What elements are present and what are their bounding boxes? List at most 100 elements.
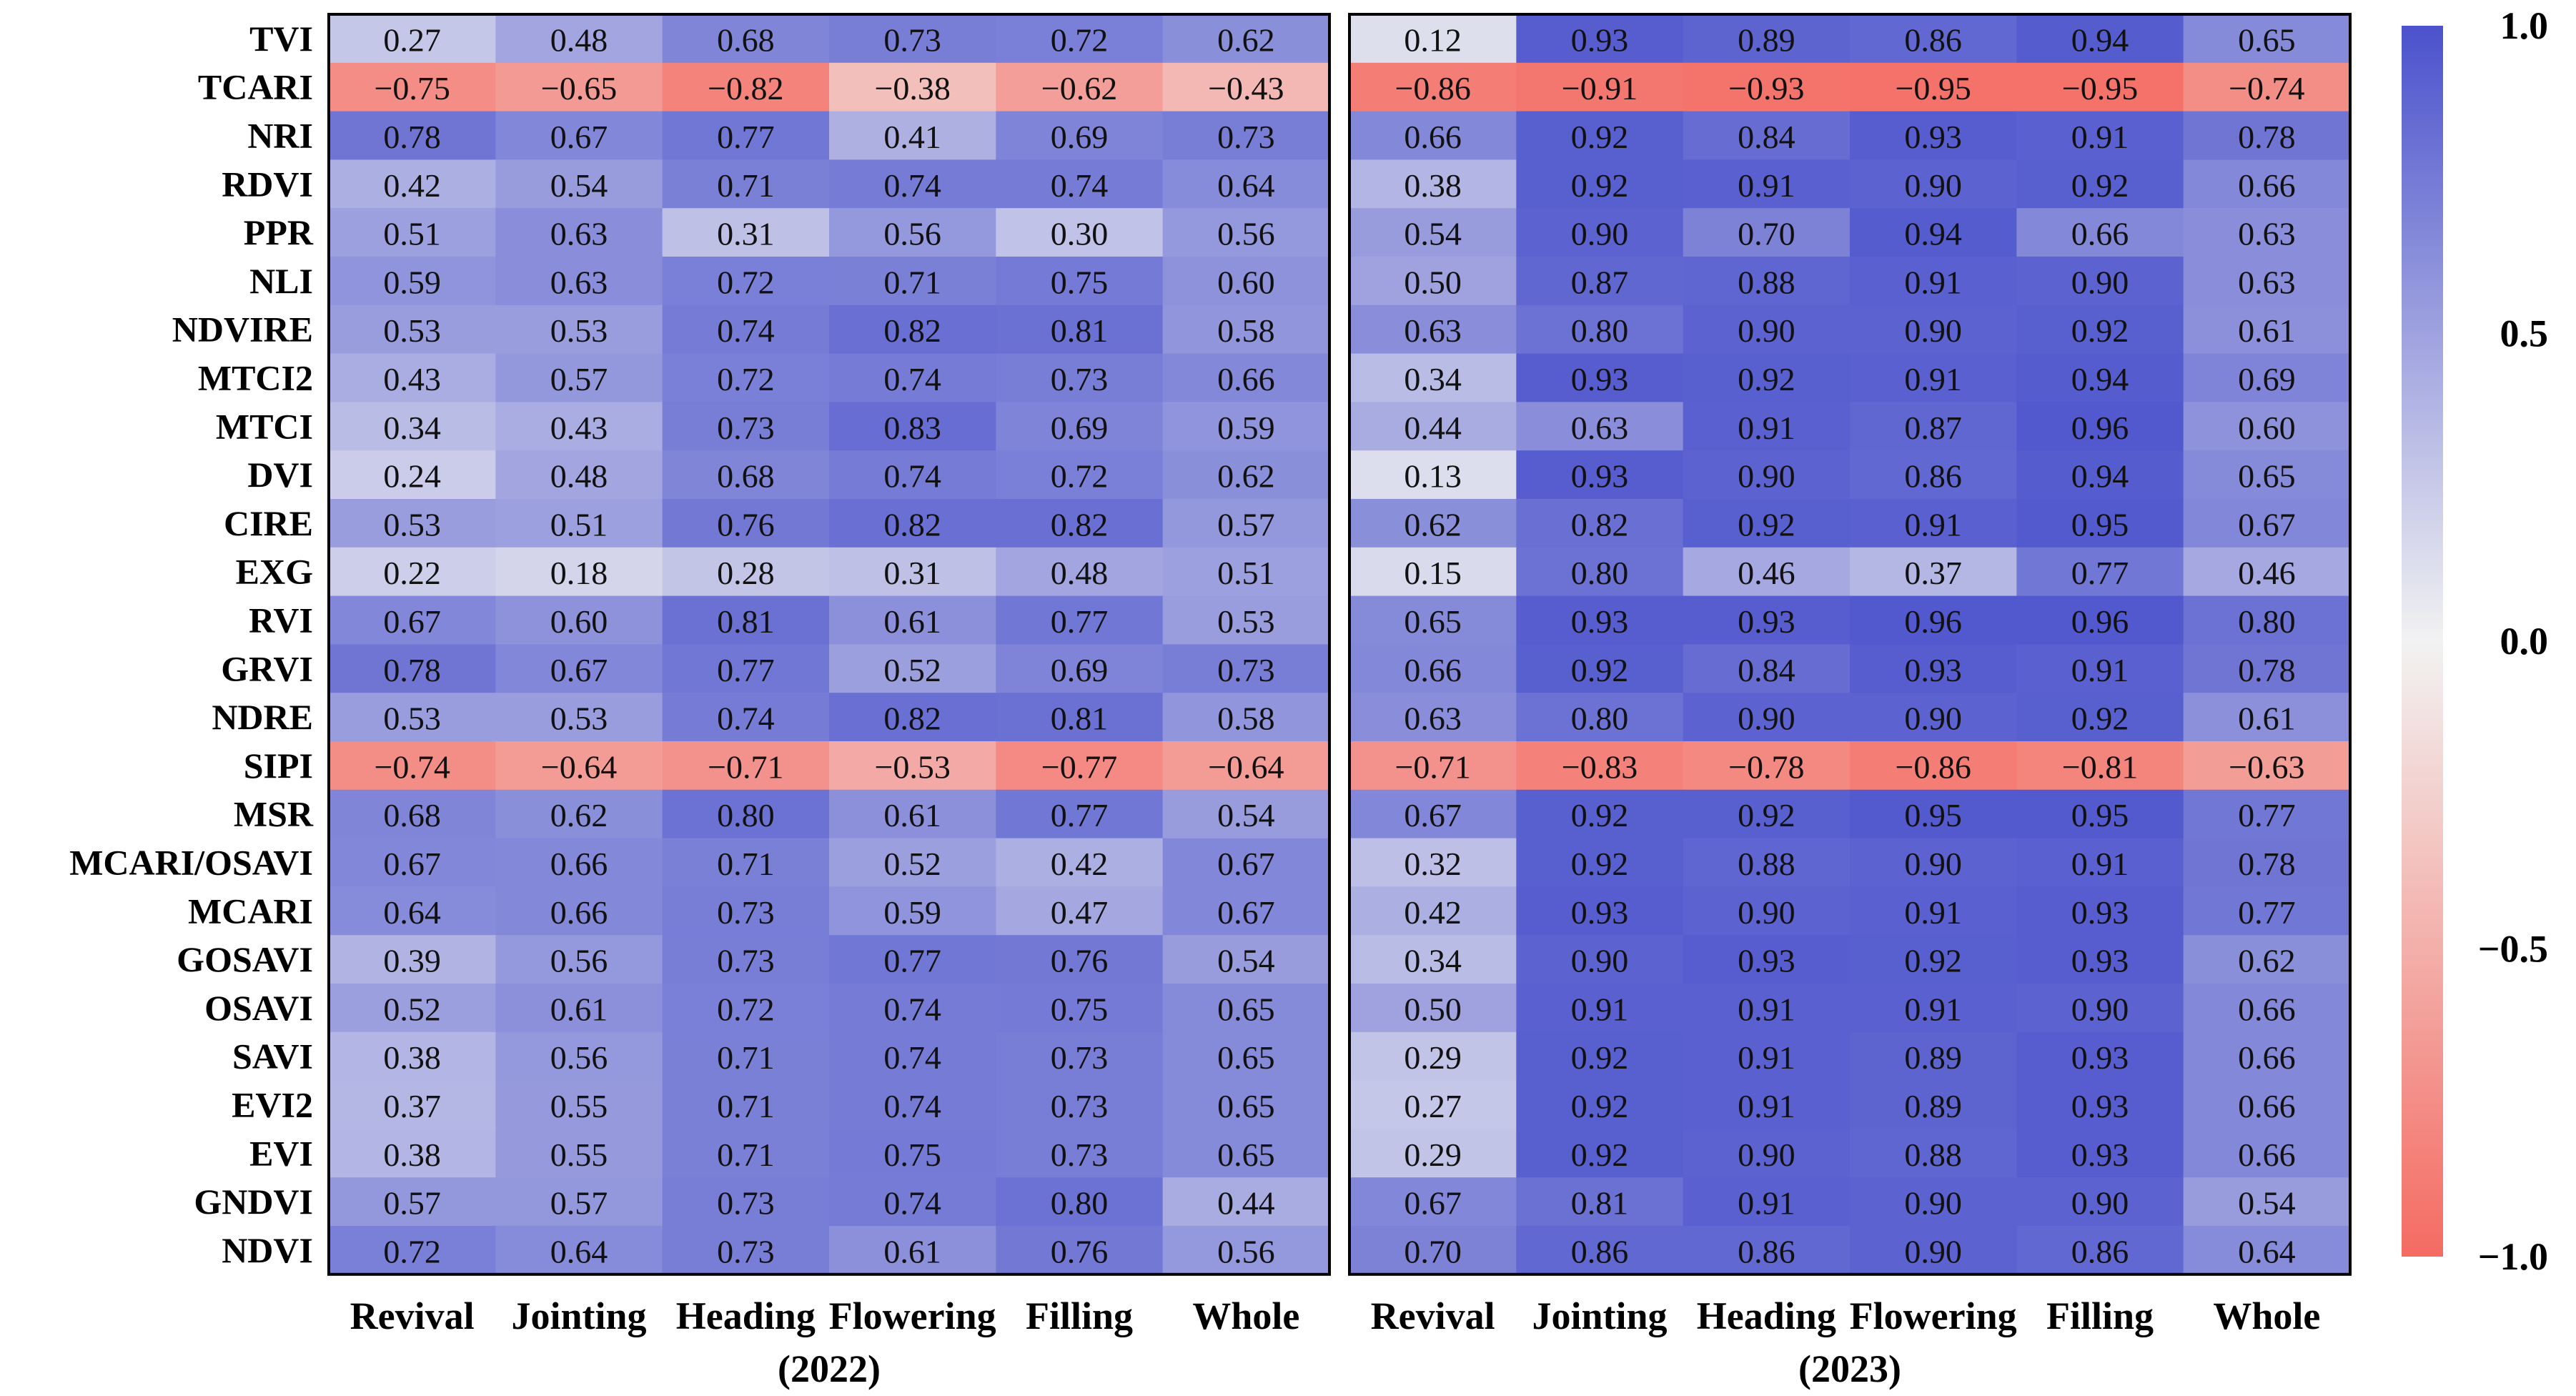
heatmap-cell: [1162, 353, 1330, 402]
cell-value: 0.78: [2238, 846, 2296, 882]
cell-value: 0.93: [2071, 943, 2129, 979]
panel-2023: 0.12 0.93 0.89 0.86 0.94 0.65 −0.86 −0.91 −0.93 −…: [1348, 13, 2352, 1390]
heatmap-cell: [329, 984, 496, 1033]
heatmap-cell: [1683, 547, 1851, 597]
heatmap-cell: [495, 547, 663, 597]
cell-value: 0.90: [2071, 991, 2129, 1027]
heatmap-cell: [2016, 789, 2184, 839]
cell-value: 0.62: [550, 797, 608, 833]
cell-value: 0.90: [1738, 1137, 1795, 1173]
heatmap-cell: [2016, 353, 2184, 402]
heatmap-cell: [1850, 693, 2017, 742]
heatmap-cell: [2016, 257, 2184, 306]
cell-value: 0.51: [550, 506, 608, 543]
cell-value: 0.58: [1217, 701, 1275, 737]
heatmap-cell: [1162, 741, 1330, 791]
heatmap-cell: [2016, 595, 2184, 645]
heatmap-cell: [1683, 111, 1851, 160]
cell-value: 0.95: [2071, 797, 2129, 833]
cell-value: 0.50: [1404, 991, 1462, 1027]
heatmap-cell: [662, 1226, 830, 1275]
heatmap-cell: [1162, 1177, 1330, 1227]
row-label: GOSAVI: [177, 939, 313, 979]
heatmap-cell: [1683, 741, 1851, 791]
cell-value: 0.60: [1217, 264, 1275, 300]
cell-value: 0.67: [1217, 846, 1275, 882]
cell-value: 0.91: [1571, 991, 1629, 1027]
panel-frame: [1348, 13, 2352, 1276]
heatmap-cell: [2016, 1226, 2184, 1275]
heatmap-cell: [1850, 1177, 2017, 1227]
cell-value: 0.64: [1217, 167, 1275, 204]
cell-value: 0.73: [883, 21, 941, 58]
cell-value: 0.90: [1738, 894, 1795, 931]
heatmap-cell: [662, 595, 830, 645]
row-label: MSR: [234, 794, 314, 834]
cell-value: 0.46: [1738, 555, 1795, 591]
cell-value: 0.63: [550, 216, 608, 252]
heatmap-cell: [1516, 402, 1684, 451]
heatmap-cell: [829, 499, 996, 548]
column-label: Flowering: [1850, 1294, 2017, 1337]
heatmap-cell: [662, 499, 830, 548]
heatmap-cell: [996, 14, 1164, 64]
heatmap-cell: [2183, 1226, 2351, 1275]
cell-value: 0.73: [1051, 1039, 1109, 1076]
cell-value: 0.76: [1051, 1233, 1109, 1269]
cell-value: 0.74: [883, 1088, 941, 1124]
cell-value: 0.68: [717, 458, 775, 495]
cell-value: 0.59: [883, 894, 941, 931]
heatmap-cell: [829, 450, 996, 500]
heatmap-cell: [1850, 499, 2017, 548]
cell-value: −0.95: [1895, 70, 1971, 107]
cell-value: 0.71: [717, 1137, 775, 1173]
cell-value: 0.77: [1051, 797, 1109, 833]
heatmap-cell: [1850, 935, 2017, 984]
heatmap-cell: [1162, 1129, 1330, 1178]
heatmap-cell: [2016, 62, 2184, 112]
heatmap-cell: [329, 1129, 496, 1178]
heatmap-cell: [1162, 1080, 1330, 1129]
heatmap-cell: [996, 208, 1164, 257]
row-label: MTCI2: [198, 358, 313, 398]
heatmap-cell: [662, 111, 830, 160]
cell-value: 0.65: [1217, 1039, 1275, 1076]
heatmap-cell: [996, 935, 1164, 984]
heatmap-cell: [2016, 935, 2184, 984]
heatmap-cell: [1349, 1129, 1517, 1178]
cell-value: 0.84: [1738, 652, 1795, 688]
heatmap-cell: [2016, 159, 2184, 209]
heatmap-cell: [2183, 741, 2351, 791]
heatmap-cell: [2183, 1177, 2351, 1227]
cell-value: 0.65: [1217, 1137, 1275, 1173]
row-label: MCARI/OSAVI: [69, 843, 313, 883]
cell-value: 0.63: [1404, 701, 1462, 737]
heatmap-cell: [329, 547, 496, 597]
heatmap-cell: [1349, 499, 1517, 548]
heatmap-cell: [1349, 1031, 1517, 1081]
cell-value: 0.81: [1051, 701, 1109, 737]
heatmap-cell: [495, 838, 663, 887]
heatmap-cell: [329, 693, 496, 742]
cell-value: 0.90: [1904, 167, 1962, 204]
cell-value: 0.71: [717, 846, 775, 882]
row-label: CIRE: [224, 503, 313, 543]
colorbar-tick-label: −0.5: [2478, 928, 2548, 971]
heatmap-cell: [829, 886, 996, 936]
cell-value: 0.77: [2238, 894, 2296, 931]
cell-value: 0.74: [883, 458, 941, 495]
heatmap-cell: [2183, 305, 2351, 355]
cell-value: 0.67: [550, 119, 608, 155]
heatmap-cell: [996, 353, 1164, 402]
heatmap-cell: [1850, 984, 2017, 1033]
cell-value: 0.91: [1738, 1039, 1795, 1076]
heatmap-cell: [1349, 450, 1517, 500]
heatmap-cell: [1349, 984, 1517, 1033]
cell-value: 0.80: [1571, 555, 1629, 591]
cell-value: 0.67: [550, 652, 608, 688]
heatmap-cell: [329, 62, 496, 112]
cell-value: 0.73: [1217, 652, 1275, 688]
heatmap-cell: [829, 595, 996, 645]
heatmap-cell: [662, 838, 830, 887]
heatmap-cell: [1683, 353, 1851, 402]
